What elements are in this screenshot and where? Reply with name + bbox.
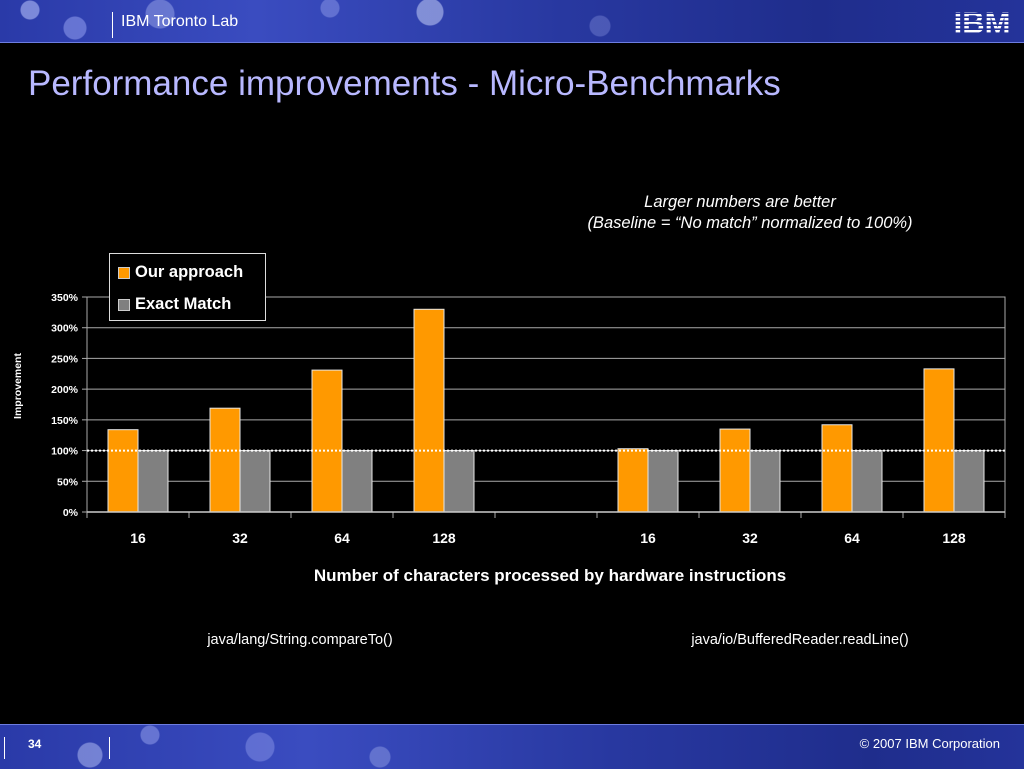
bar-exact-match	[851, 450, 883, 513]
top-banner: IBM Toronto Lab IBM	[0, 0, 1024, 43]
x-tick-label: 16	[640, 530, 656, 546]
y-tick-label: 150%	[51, 415, 79, 427]
y-tick-label: 100%	[51, 446, 79, 458]
x-tick-label: 128	[942, 530, 966, 546]
bar-exact-match	[443, 450, 475, 513]
bar-our-approach	[209, 407, 241, 513]
x-axis-title: Number of characters processed by hardwa…	[313, 566, 787, 585]
bar-exact-match	[749, 450, 781, 513]
bar-exact-match	[647, 450, 679, 513]
bar-our-approach	[719, 428, 751, 513]
bar-our-approach	[311, 369, 343, 513]
chart-bars	[107, 308, 985, 513]
copyright-text: © 2007 IBM Corporation	[859, 736, 1000, 751]
chart-note-line1: Larger numbers are better	[644, 193, 836, 211]
ibm-logo-icon: IBM	[954, 6, 1011, 36]
chart-note-line2: (Baseline = “No match” normalized to 100…	[587, 214, 913, 232]
group-label-bufferedreader-readline: java/io/BufferedReader.readLine()	[691, 632, 909, 648]
lab-title: IBM Toronto Lab	[121, 13, 239, 30]
y-tick-label: 300%	[51, 323, 79, 335]
bar-exact-match	[953, 450, 985, 513]
bar-our-approach	[923, 368, 955, 513]
x-tick-label: 16	[130, 530, 146, 546]
legend-label-exact-match: Exact Match	[135, 295, 232, 313]
chart-axes: 0% 50% 100% 150% 200% 250% 300% 350% 16 32 64 128 16…	[51, 292, 1006, 546]
y-tick-label: 250%	[51, 353, 79, 365]
bar-exact-match	[341, 450, 373, 513]
x-tick-label: 64	[844, 530, 860, 546]
page-number: 34	[28, 737, 42, 751]
slide-title: Performance improvements - Micro-Benchma…	[28, 64, 781, 103]
y-tick-label: 0%	[63, 507, 79, 519]
chart-legend: Our approach Exact Match	[109, 253, 266, 321]
y-tick-label: 350%	[51, 292, 79, 304]
legend-swatch-our-approach	[118, 267, 130, 279]
bar-our-approach	[821, 424, 853, 513]
bottom-banner: 34 © 2007 IBM Corporation	[0, 724, 1024, 769]
x-tick-label: 128	[432, 530, 456, 546]
bar-exact-match	[137, 450, 169, 513]
y-tick-label: 200%	[51, 384, 79, 396]
bar-our-approach	[413, 308, 445, 513]
y-tick-label: 50%	[57, 476, 79, 488]
legend-label-our-approach: Our approach	[135, 263, 244, 281]
bar-exact-match	[239, 450, 271, 513]
footer-divider	[4, 737, 5, 759]
ibm-logo-text: IBM	[954, 6, 1011, 36]
group-label-string-compareto: java/lang/String.compareTo()	[207, 632, 393, 648]
banner-divider	[112, 12, 113, 38]
bar-our-approach	[107, 429, 139, 513]
bar-our-approach	[617, 448, 649, 513]
x-tick-label: 32	[232, 530, 248, 546]
legend-swatch-exact-match	[118, 299, 130, 311]
x-tick-label: 64	[334, 530, 350, 546]
x-tick-label: 32	[742, 530, 758, 546]
footer-divider	[109, 737, 110, 759]
